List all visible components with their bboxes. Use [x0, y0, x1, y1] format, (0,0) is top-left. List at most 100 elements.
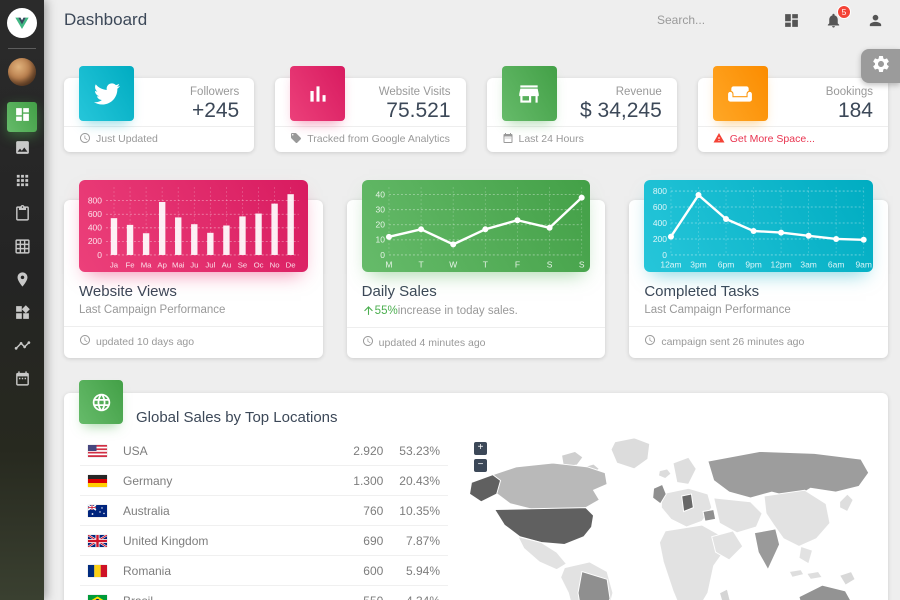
svg-text:600: 600 — [88, 209, 102, 219]
sidebar-item-dashboard[interactable] — [7, 101, 37, 132]
sidebar-item-notifications[interactable] — [7, 300, 37, 330]
country-value: 690 — [339, 525, 392, 556]
widgets-icon — [14, 304, 31, 326]
user-avatar[interactable] — [8, 58, 36, 86]
map-arabia — [711, 530, 744, 561]
svg-text:200: 200 — [653, 234, 667, 244]
warning-icon — [713, 132, 725, 147]
svg-text:0: 0 — [663, 250, 668, 260]
country-value: 760 — [339, 495, 392, 526]
global-sales-title: Global Sales by Top Locations — [136, 409, 338, 426]
table-row: Brasil 550 4.34% — [80, 585, 448, 600]
flag-usa — [88, 444, 107, 457]
table-row: Romania 600 5.94% — [80, 555, 448, 586]
country-name: Germany — [115, 465, 340, 496]
stat-footer-text: Tracked from Google Analytics — [307, 133, 450, 145]
topbar-icons: 5 — [783, 4, 884, 29]
chart-card-website-views: 0 200 400 600 800 Ja Fe Ma Ap Mai Ju Jul Au Se Oc No De … — [64, 180, 323, 358]
sidebar-item-icons[interactable] — [7, 234, 37, 264]
sidebar-item-table-list[interactable] — [7, 168, 37, 198]
settings-button[interactable] — [861, 49, 900, 83]
country-value: 2.920 — [339, 436, 392, 466]
sidebar-item-user-profile[interactable] — [7, 135, 37, 165]
map-zoom-out-button[interactable]: − — [474, 459, 487, 472]
vue-logo[interactable] — [7, 8, 37, 38]
chart-subtitle-text: Last Campaign Performance — [79, 304, 226, 316]
chart-title: Daily Sales — [361, 283, 437, 300]
line-chart-canvas: 0 10 20 30 40 M T W T F S S — [375, 187, 585, 269]
map-germany — [681, 493, 694, 513]
svg-text:Jul: Jul — [205, 260, 215, 269]
search-input[interactable] — [657, 13, 769, 27]
sidebar-item-charts[interactable] — [7, 333, 37, 363]
map-brazil — [577, 570, 611, 600]
clipboard-icon — [14, 204, 31, 227]
sidebar — [0, 0, 44, 600]
svg-text:30: 30 — [375, 204, 385, 214]
svg-text:Oc: Oc — [254, 260, 264, 269]
svg-text:12am: 12am — [661, 259, 682, 269]
stat-footer-text: Just Updated — [96, 133, 158, 145]
country-name: Romania — [115, 555, 340, 586]
svg-text:Au: Au — [222, 260, 232, 269]
stat-footer-text[interactable]: Get More Space... — [729, 133, 815, 145]
map-zoom-in-button[interactable]: + — [474, 442, 487, 455]
twitter-icon — [79, 66, 134, 121]
svg-text:600: 600 — [653, 202, 667, 212]
vue-logo-icon — [15, 17, 29, 29]
stat-category: Revenue — [615, 86, 662, 98]
flag-brasil — [88, 594, 107, 600]
country-share: 5.94% — [391, 555, 448, 586]
svg-text:W: W — [449, 259, 457, 269]
svg-text:0: 0 — [380, 250, 385, 260]
svg-text:3am: 3am — [801, 259, 817, 269]
map-africa — [658, 524, 724, 600]
chart-footer-text: updated 10 days ago — [96, 335, 195, 348]
chart-footer: campaign sent 26 minutes ago — [629, 326, 889, 357]
svg-text:Ju: Ju — [190, 260, 198, 269]
bar-chart-canvas: 0 200 400 600 800 Ja Fe Ma Ap Mai Ju Jul Au Se Oc No De — [88, 187, 299, 269]
svg-text:400: 400 — [653, 218, 667, 228]
charts-row: 0 200 400 600 800 Ja Fe Ma Ap Mai Ju Jul Au Se Oc No De … — [44, 152, 900, 358]
svg-text:9pm: 9pm — [746, 259, 762, 269]
map-central-asia — [713, 497, 763, 534]
dashboard-shortcut-icon[interactable] — [783, 12, 800, 29]
image-icon — [14, 139, 31, 161]
daily-sales-chart: 0 10 20 30 40 M T W T F S S — [361, 180, 591, 272]
sidebar-item-typography[interactable] — [7, 201, 37, 231]
svg-text:De: De — [286, 260, 296, 269]
website-views-chart: 0 200 400 600 800 Ja Fe Ma Ap Mai Ju Jul Au Se Oc No De — [79, 180, 308, 272]
chart-card-completed-tasks: 0 200 400 600 800 12am 3pm 6pm 9pm 12pm 3am 6am 9am … — [629, 180, 889, 358]
notification-badge: 5 — [837, 4, 851, 19]
person-icon[interactable] — [867, 12, 884, 29]
map-united-kingdom — [652, 483, 667, 505]
dashboard-icon — [14, 106, 31, 128]
svg-text:800: 800 — [88, 195, 102, 205]
map-romania — [702, 509, 717, 522]
svg-text:40: 40 — [375, 189, 385, 199]
place-icon — [14, 271, 31, 293]
svg-text:12pm: 12pm — [771, 259, 792, 269]
tag-icon — [290, 132, 302, 147]
notifications-bell-icon[interactable]: 5 — [825, 4, 851, 29]
stat-footer-text: Last 24 Hours — [518, 133, 584, 145]
map-japan — [839, 493, 854, 513]
map-indonesia — [805, 571, 824, 580]
global-sales-card: Global Sales by Top Locations USA 2.920 … — [64, 380, 888, 600]
sidebar-item-maps[interactable] — [7, 267, 37, 297]
globe-icon — [79, 380, 123, 424]
svg-text:No: No — [270, 260, 280, 269]
page-title[interactable]: Dashboard — [64, 10, 148, 29]
map-india — [753, 528, 781, 571]
world-map: + − — [466, 432, 880, 600]
svg-text:3pm: 3pm — [691, 259, 707, 269]
svg-text:F: F — [515, 259, 520, 269]
bar-chart-icon — [290, 66, 346, 121]
stat-category: Website Visits — [378, 86, 451, 98]
stat-footer: Get More Space... — [697, 126, 888, 151]
stat-value: +245 — [191, 99, 240, 122]
sidebar-item-calendar[interactable] — [7, 366, 37, 396]
svg-text:T: T — [418, 259, 423, 269]
svg-text:9am: 9am — [856, 259, 872, 269]
table-row: Germany 1.300 20.43% — [80, 465, 448, 496]
